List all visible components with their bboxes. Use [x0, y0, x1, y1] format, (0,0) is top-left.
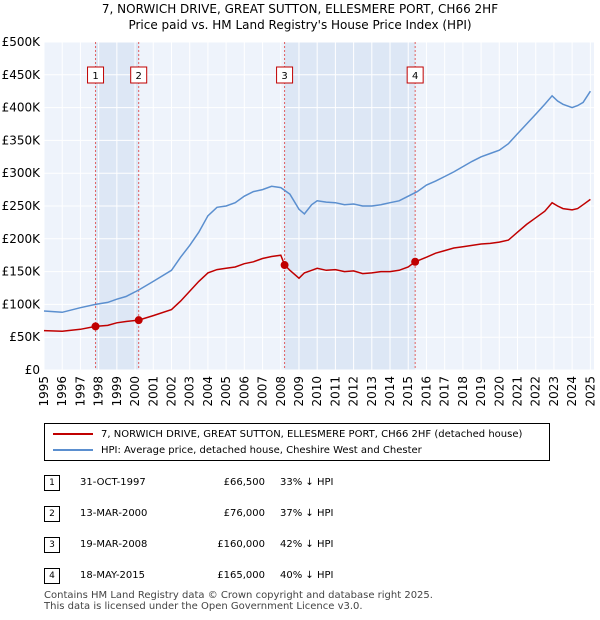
footer-licence: This data is licensed under the Open Gov… [44, 601, 363, 612]
sale-hpi-diff: 37% ↓ HPI [280, 508, 334, 519]
x-tick-label: 2015 [401, 376, 415, 407]
x-tick-label: 2005 [219, 376, 233, 407]
sale-hpi-diff: 42% ↓ HPI [280, 539, 334, 550]
x-tick-label: 2022 [529, 376, 543, 407]
x-tick-label: 2003 [183, 376, 197, 407]
x-tick-label: 1996 [55, 376, 69, 407]
x-tick-label: 2007 [256, 376, 270, 407]
footer-copyright: Contains HM Land Registry data © Crown c… [44, 590, 433, 601]
sale-number-badge: 3 [44, 537, 60, 553]
y-tick-label: £100K [2, 297, 42, 311]
x-tick-label: 2012 [347, 376, 361, 407]
sale-number-badge: 2 [44, 506, 60, 522]
x-tick-label: 2023 [547, 376, 561, 407]
sale-date: 31-OCT-1997 [80, 477, 146, 488]
y-tick-label: £150K [2, 265, 42, 279]
hpi-line [43, 90, 592, 314]
x-tick-label: 2018 [456, 376, 470, 407]
x-tick-label: 2013 [365, 376, 379, 407]
legend-label-property: 7, NORWICH DRIVE, GREAT SUTTON, ELLESMER… [101, 429, 523, 440]
x-tick-label: 2001 [146, 376, 160, 407]
y-tick-label: £400K [2, 101, 42, 115]
property-price-line [43, 198, 591, 333]
sale-price: £160,000 [217, 539, 265, 550]
x-tick-label: 2017 [438, 376, 452, 407]
sale-row-4: 4 18-MAY-2015 £165,000 40% ↓ HPI [0, 567, 600, 587]
legend: 7, NORWICH DRIVE, GREAT SUTTON, ELLESMER… [44, 423, 550, 461]
sale-marker-box [406, 66, 424, 84]
legend-item-property: 7, NORWICH DRIVE, GREAT SUTTON, ELLESMER… [53, 427, 522, 443]
x-tick-label: 2008 [274, 376, 288, 407]
sale-price: £165,000 [217, 570, 265, 581]
footer: Contains HM Land Registry data © Crown c… [44, 590, 433, 612]
sale-price: £66,500 [223, 477, 265, 488]
legend-swatch-hpi [53, 449, 93, 451]
chart-title: 7, NORWICH DRIVE, GREAT SUTTON, ELLESMER… [101, 2, 499, 16]
y-tick-label: £450K [2, 68, 42, 82]
x-tick-label: 2024 [565, 376, 579, 407]
price-chart: £0 £50K £100K £150K £200K £250K £300K £350K £400… [2, 35, 598, 407]
x-tick-label: 2025 [583, 376, 597, 407]
sale-point [91, 322, 100, 331]
sale-point [411, 257, 420, 266]
x-tick-label: 2000 [128, 376, 142, 407]
sale-marker-box [276, 66, 294, 84]
x-tick-label: 2006 [237, 376, 251, 407]
y-tick-label: £350K [2, 133, 42, 147]
sale-number-badge: 4 [44, 568, 60, 584]
sale-row-1: 1 31-OCT-1997 £66,500 33% ↓ HPI [0, 474, 600, 494]
sale-price: £76,000 [223, 508, 265, 519]
sale-marker-box [130, 66, 148, 84]
sale-date: 18-MAY-2015 [80, 570, 146, 581]
chart-subtitle: Price paid vs. HM Land Registry's House … [128, 18, 472, 32]
sale-row-3: 3 19-MAR-2008 £160,000 42% ↓ HPI [0, 536, 600, 556]
sale-number-badge: 1 [44, 475, 60, 491]
y-tick-label: £200K [2, 232, 42, 246]
y-tick-label: £0 [25, 363, 40, 377]
y-tick-label: £300K [2, 166, 42, 180]
sale-marker-box [87, 66, 105, 84]
legend-swatch-property [53, 433, 93, 435]
sale-marker-label: 4 [412, 71, 418, 82]
sale-hpi-diff: 40% ↓ HPI [280, 570, 334, 581]
x-tick-label: 1995 [37, 376, 51, 407]
sale-date: 19-MAR-2008 [80, 539, 148, 550]
x-tick-label: 2010 [310, 376, 324, 407]
sale-hpi-diff: 33% ↓ HPI [280, 477, 334, 488]
legend-label-hpi: HPI: Average price, detached house, Ches… [101, 445, 422, 456]
sale-point [280, 261, 289, 270]
sale-marker-label: 3 [281, 71, 287, 82]
x-tick-label: 2009 [292, 376, 306, 407]
x-tick-label: 2014 [383, 376, 397, 407]
x-tick-label: 1999 [110, 376, 124, 407]
x-tick-label: 2020 [492, 376, 506, 407]
y-tick-label: £50K [9, 330, 41, 344]
y-tick-label: £500K [2, 35, 42, 49]
x-tick-label: 1997 [73, 376, 87, 407]
x-tick-label: 2011 [328, 376, 342, 407]
sale-date: 13-MAR-2000 [80, 508, 148, 519]
x-tick-label: 2021 [511, 376, 525, 407]
sale-point [134, 316, 143, 325]
x-tick-label: 2019 [474, 376, 488, 407]
sale-row-2: 2 13-MAR-2000 £76,000 37% ↓ HPI [0, 505, 600, 525]
sale-marker-label: 1 [92, 71, 98, 82]
x-tick-label: 1998 [92, 376, 106, 407]
x-tick-label: 2016 [419, 376, 433, 407]
legend-item-hpi: HPI: Average price, detached house, Ches… [53, 443, 422, 459]
sale-marker-label: 2 [136, 71, 142, 82]
y-tick-label: £250K [2, 199, 42, 213]
x-tick-label: 2002 [164, 376, 178, 407]
x-tick-label: 2004 [201, 376, 215, 407]
